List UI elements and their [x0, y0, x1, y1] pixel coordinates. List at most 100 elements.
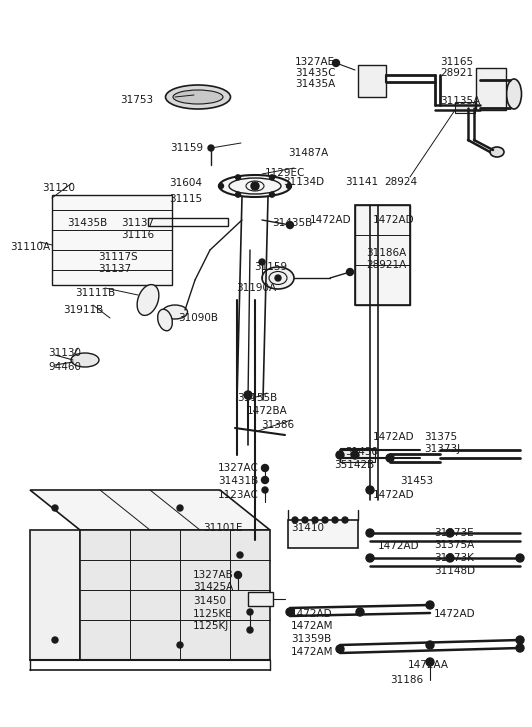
Circle shape — [219, 183, 223, 188]
Circle shape — [247, 609, 253, 615]
Text: 1472AD: 1472AD — [434, 609, 476, 619]
Text: 28924: 28924 — [384, 177, 417, 187]
Circle shape — [244, 391, 252, 399]
Text: 94460: 94460 — [48, 362, 81, 372]
Text: 1472AD: 1472AD — [291, 609, 332, 619]
Text: 1327AB: 1327AB — [193, 570, 234, 580]
Text: 31435A: 31435A — [295, 79, 335, 89]
Ellipse shape — [490, 147, 504, 157]
Text: 1472AM: 1472AM — [291, 621, 334, 631]
Circle shape — [446, 529, 454, 537]
Circle shape — [262, 487, 268, 493]
Circle shape — [275, 275, 281, 281]
Circle shape — [236, 174, 240, 180]
Text: 1472AD: 1472AD — [373, 490, 414, 500]
Text: 31604: 31604 — [169, 178, 202, 188]
Circle shape — [52, 505, 58, 511]
Text: 35142B: 35142B — [334, 460, 374, 470]
Text: 1472AD: 1472AD — [310, 215, 352, 225]
Circle shape — [235, 571, 242, 579]
Text: 31911B: 31911B — [63, 305, 103, 315]
Circle shape — [386, 454, 394, 462]
Polygon shape — [80, 530, 270, 660]
Circle shape — [302, 517, 308, 523]
Ellipse shape — [71, 353, 99, 367]
Text: 31487A: 31487A — [288, 148, 328, 158]
Bar — [248, 592, 273, 606]
Text: 31431B: 31431B — [218, 476, 258, 486]
Circle shape — [286, 608, 294, 616]
Bar — [455, 102, 475, 113]
Circle shape — [346, 268, 353, 276]
Circle shape — [270, 174, 275, 180]
Circle shape — [426, 641, 434, 649]
Circle shape — [251, 182, 259, 190]
Text: 31753: 31753 — [120, 95, 153, 105]
Text: 31373K: 31373K — [434, 553, 474, 563]
Text: 31375: 31375 — [424, 432, 457, 442]
Ellipse shape — [506, 79, 521, 109]
Ellipse shape — [137, 284, 159, 316]
Ellipse shape — [157, 309, 172, 331]
Text: 1125KE: 1125KE — [193, 609, 233, 619]
Text: 31148D: 31148D — [434, 566, 475, 576]
Text: 31359B: 31359B — [291, 634, 331, 644]
Text: 1125KJ: 1125KJ — [193, 621, 229, 631]
Text: 31116: 31116 — [121, 230, 154, 240]
Text: 31373E: 31373E — [434, 528, 473, 538]
Circle shape — [366, 554, 374, 562]
Text: 31159: 31159 — [170, 143, 203, 153]
Text: 31190A: 31190A — [236, 283, 276, 293]
Text: 31135A: 31135A — [440, 96, 480, 106]
Circle shape — [516, 636, 524, 644]
Text: 31435B: 31435B — [272, 218, 312, 228]
Text: 31111B: 31111B — [75, 288, 115, 298]
Text: 31141: 31141 — [345, 177, 378, 187]
Text: 31186: 31186 — [390, 675, 423, 685]
Circle shape — [336, 451, 344, 459]
Bar — [358, 65, 386, 97]
Polygon shape — [30, 530, 80, 660]
Circle shape — [446, 554, 454, 562]
Circle shape — [426, 601, 434, 609]
Text: 31186A: 31186A — [366, 248, 406, 258]
Text: 31165: 31165 — [440, 57, 473, 67]
Circle shape — [342, 517, 348, 523]
Text: 31430: 31430 — [345, 447, 378, 457]
Text: 28921: 28921 — [440, 68, 473, 78]
Text: 1327AC: 1327AC — [218, 463, 259, 473]
Circle shape — [336, 645, 344, 653]
Text: 31386: 31386 — [261, 420, 294, 430]
Polygon shape — [30, 490, 270, 530]
Circle shape — [426, 658, 434, 666]
Ellipse shape — [173, 90, 223, 104]
Text: 31120: 31120 — [42, 183, 75, 193]
Ellipse shape — [262, 267, 294, 289]
Text: 1472AA: 1472AA — [408, 660, 449, 670]
Text: 1472AD: 1472AD — [378, 541, 420, 551]
Text: 31435B: 31435B — [67, 218, 107, 228]
Text: 31090B: 31090B — [178, 313, 218, 323]
Circle shape — [262, 465, 269, 472]
Circle shape — [177, 505, 183, 511]
Text: 31435C: 31435C — [295, 68, 336, 78]
Circle shape — [356, 608, 364, 616]
Text: 31130: 31130 — [48, 348, 81, 358]
Text: 31110A: 31110A — [10, 242, 50, 252]
Bar — [340, 448, 375, 462]
Ellipse shape — [165, 85, 230, 109]
Text: 1472AD: 1472AD — [373, 215, 414, 225]
Bar — [355, 205, 410, 305]
Circle shape — [177, 642, 183, 648]
Circle shape — [287, 222, 294, 228]
Circle shape — [247, 627, 253, 633]
Circle shape — [332, 60, 339, 66]
Circle shape — [270, 192, 275, 197]
Circle shape — [287, 183, 292, 188]
Circle shape — [236, 192, 240, 197]
Circle shape — [312, 517, 318, 523]
Circle shape — [366, 529, 374, 537]
Circle shape — [208, 145, 214, 151]
Text: 31117S: 31117S — [98, 252, 138, 262]
Bar — [355, 205, 410, 305]
